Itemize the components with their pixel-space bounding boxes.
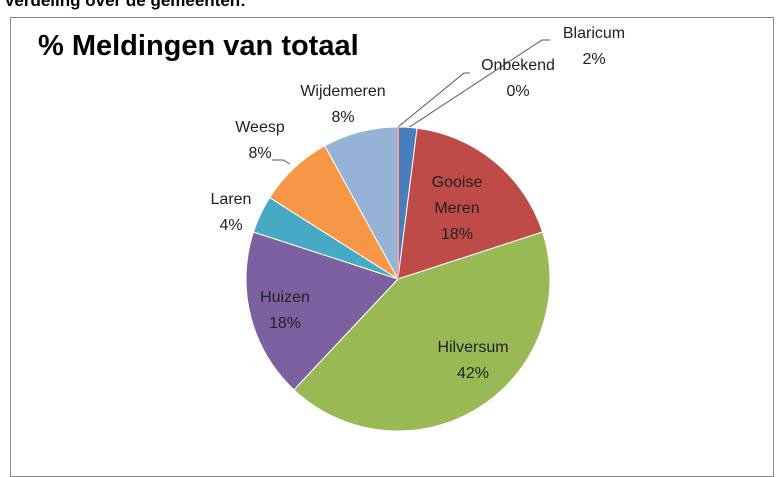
chart-title: % Meldingen van totaal xyxy=(38,30,359,62)
value-label: 8% xyxy=(248,145,272,162)
value-label: 42% xyxy=(456,365,490,382)
value-label: 18% xyxy=(268,315,302,332)
value-label: 2% xyxy=(582,51,606,68)
category-label: Weesp xyxy=(235,119,285,136)
category-label: Gooise Meren xyxy=(431,174,483,217)
heading: Verdeling over de gemeenten: xyxy=(4,0,246,10)
pie-slice xyxy=(245,231,399,391)
category-label: Blaricum xyxy=(562,25,626,42)
slice-label: Huizen 18% xyxy=(245,285,325,337)
category-label: Hilversum xyxy=(437,339,509,356)
leader-line xyxy=(272,159,291,165)
slice-label: Laren 4% xyxy=(201,187,261,239)
category-label: Laren xyxy=(210,191,252,208)
category-label: Wijdemeren xyxy=(300,83,386,100)
category-label: Huizen xyxy=(260,289,310,306)
value-label: 4% xyxy=(219,217,243,234)
value-label: 18% xyxy=(440,226,474,243)
pie-slice xyxy=(397,127,544,280)
slice-label: Blaricum 2% xyxy=(549,21,639,73)
pie-slice xyxy=(293,231,551,432)
slice-label: Weesp 8% xyxy=(230,115,290,167)
value-label: 0% xyxy=(506,83,530,100)
category-label: Onbekend xyxy=(481,57,555,74)
value-label: 8% xyxy=(331,109,355,126)
leader-line xyxy=(397,72,470,128)
slice-label: Onbekend 0% xyxy=(468,53,568,105)
slice-label: Gooise Meren 18% xyxy=(422,170,492,248)
slice-label: Hilversum 42% xyxy=(418,335,528,387)
leader-line xyxy=(407,39,550,129)
slice-label: Wijdemeren 8% xyxy=(283,79,403,131)
